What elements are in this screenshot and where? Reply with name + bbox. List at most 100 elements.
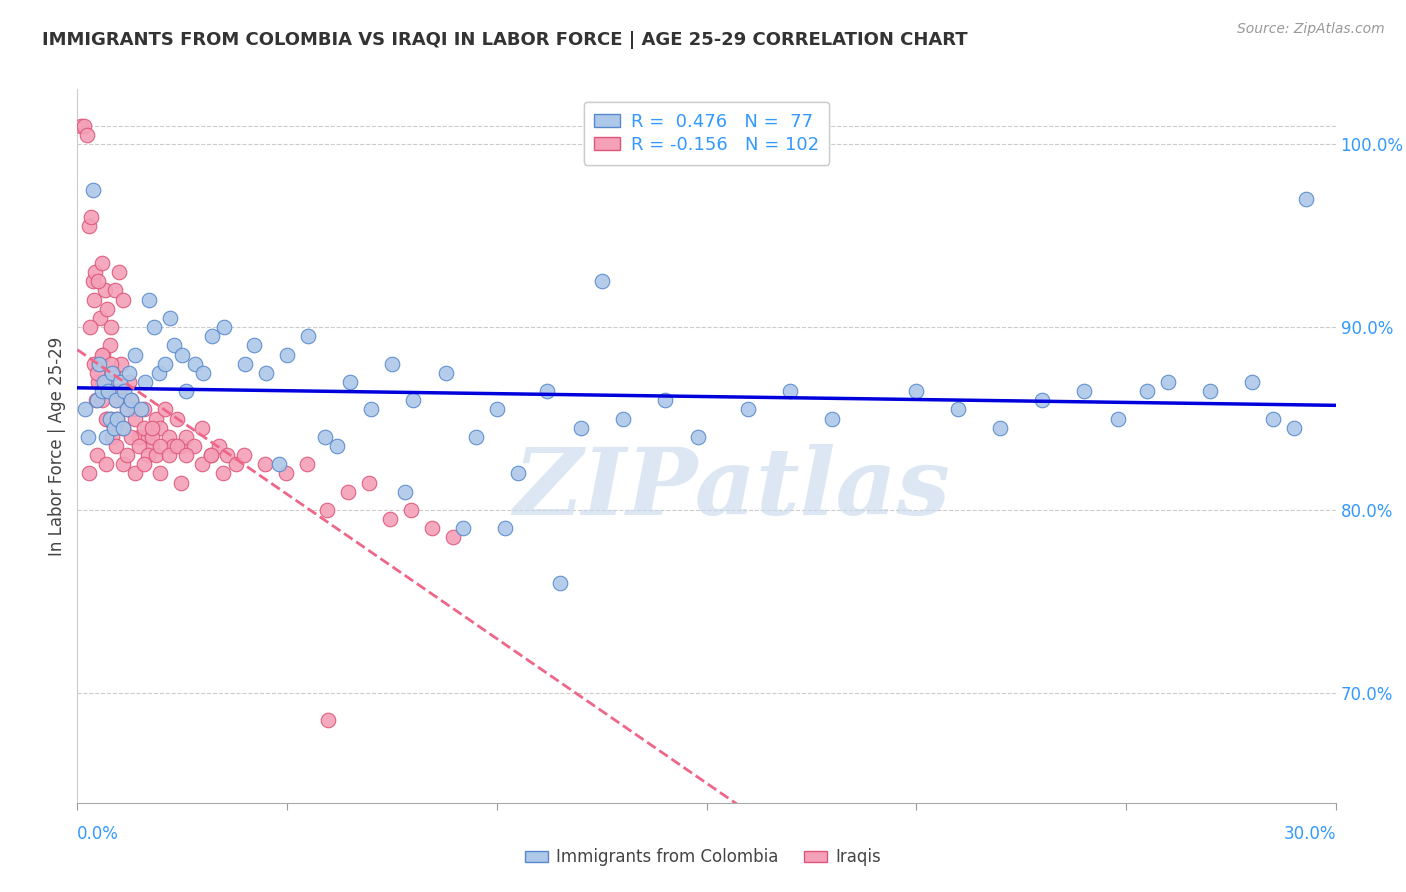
- Point: [111, 420, 134, 434]
- Point: [120, 430, 142, 444]
- Point: [108, 375, 131, 389]
- Point: [163, 338, 186, 352]
- Point: [124, 467, 146, 481]
- Point: [120, 393, 142, 408]
- Point: [191, 420, 214, 434]
- Point: [548, 576, 571, 591]
- Point: [86, 393, 108, 408]
- Point: [87, 274, 110, 288]
- Point: [96, 411, 118, 425]
- Point: [212, 467, 235, 481]
- Point: [1282, 420, 1305, 434]
- Point: [1107, 411, 1129, 425]
- Point: [233, 357, 256, 371]
- Point: [84, 265, 107, 279]
- Point: [336, 484, 359, 499]
- Point: [100, 357, 122, 371]
- Point: [79, 320, 101, 334]
- Point: [97, 384, 120, 398]
- Point: [141, 430, 163, 444]
- Point: [494, 521, 516, 535]
- Point: [141, 439, 163, 453]
- Point: [1240, 375, 1263, 389]
- Point: [108, 265, 131, 279]
- Point: [569, 420, 592, 434]
- Point: [779, 384, 801, 398]
- Point: [73, 402, 96, 417]
- Point: [115, 448, 138, 462]
- Point: [100, 411, 122, 425]
- Point: [737, 402, 759, 417]
- Point: [149, 467, 172, 481]
- Point: [105, 411, 128, 425]
- Point: [117, 366, 139, 380]
- Point: [115, 402, 138, 417]
- Point: [96, 301, 118, 316]
- Point: [91, 347, 114, 361]
- Point: [200, 329, 222, 343]
- Point: [314, 430, 336, 444]
- Point: [84, 393, 107, 408]
- Point: [90, 384, 112, 398]
- Point: [506, 467, 529, 481]
- Legend: R =  0.476   N =  77, R = -0.156   N = 102: R = 0.476 N = 77, R = -0.156 N = 102: [583, 102, 830, 165]
- Point: [464, 430, 486, 444]
- Point: [1157, 375, 1180, 389]
- Point: [381, 357, 404, 371]
- Point: [536, 384, 558, 398]
- Point: [89, 357, 111, 371]
- Point: [339, 375, 361, 389]
- Point: [86, 366, 108, 380]
- Point: [86, 448, 108, 462]
- Point: [162, 439, 184, 453]
- Point: [76, 430, 98, 444]
- Point: [112, 293, 135, 307]
- Point: [111, 458, 134, 472]
- Point: [83, 357, 105, 371]
- Point: [120, 393, 142, 408]
- Point: [821, 411, 844, 425]
- Point: [69, 119, 91, 133]
- Point: [128, 430, 150, 444]
- Point: [420, 521, 443, 535]
- Point: [485, 402, 508, 417]
- Point: [436, 366, 458, 380]
- Point: [94, 430, 117, 444]
- Point: [905, 384, 928, 398]
- Point: [267, 458, 290, 472]
- Text: ZIPatlas: ZIPatlas: [513, 444, 950, 533]
- Point: [172, 347, 194, 361]
- Point: [100, 430, 122, 444]
- Point: [128, 439, 150, 453]
- Point: [200, 448, 222, 462]
- Point: [91, 347, 114, 361]
- Point: [451, 521, 474, 535]
- Point: [129, 402, 152, 417]
- Point: [76, 128, 98, 142]
- Point: [104, 393, 127, 408]
- Point: [145, 448, 167, 462]
- Point: [360, 402, 382, 417]
- Point: [170, 439, 193, 453]
- Point: [254, 458, 277, 472]
- Point: [91, 256, 114, 270]
- Point: [225, 458, 247, 472]
- Point: [90, 393, 112, 408]
- Point: [100, 366, 122, 380]
- Point: [104, 393, 127, 408]
- Point: [96, 375, 118, 389]
- Point: [87, 357, 110, 371]
- Point: [612, 411, 634, 425]
- Point: [111, 420, 134, 434]
- Point: [112, 393, 135, 408]
- Point: [157, 430, 180, 444]
- Point: [1136, 384, 1159, 398]
- Point: [149, 420, 172, 434]
- Point: [170, 475, 193, 490]
- Point: [94, 458, 117, 472]
- Point: [174, 430, 197, 444]
- Point: [326, 439, 349, 453]
- Point: [105, 411, 128, 425]
- Point: [394, 484, 416, 499]
- Point: [316, 714, 339, 728]
